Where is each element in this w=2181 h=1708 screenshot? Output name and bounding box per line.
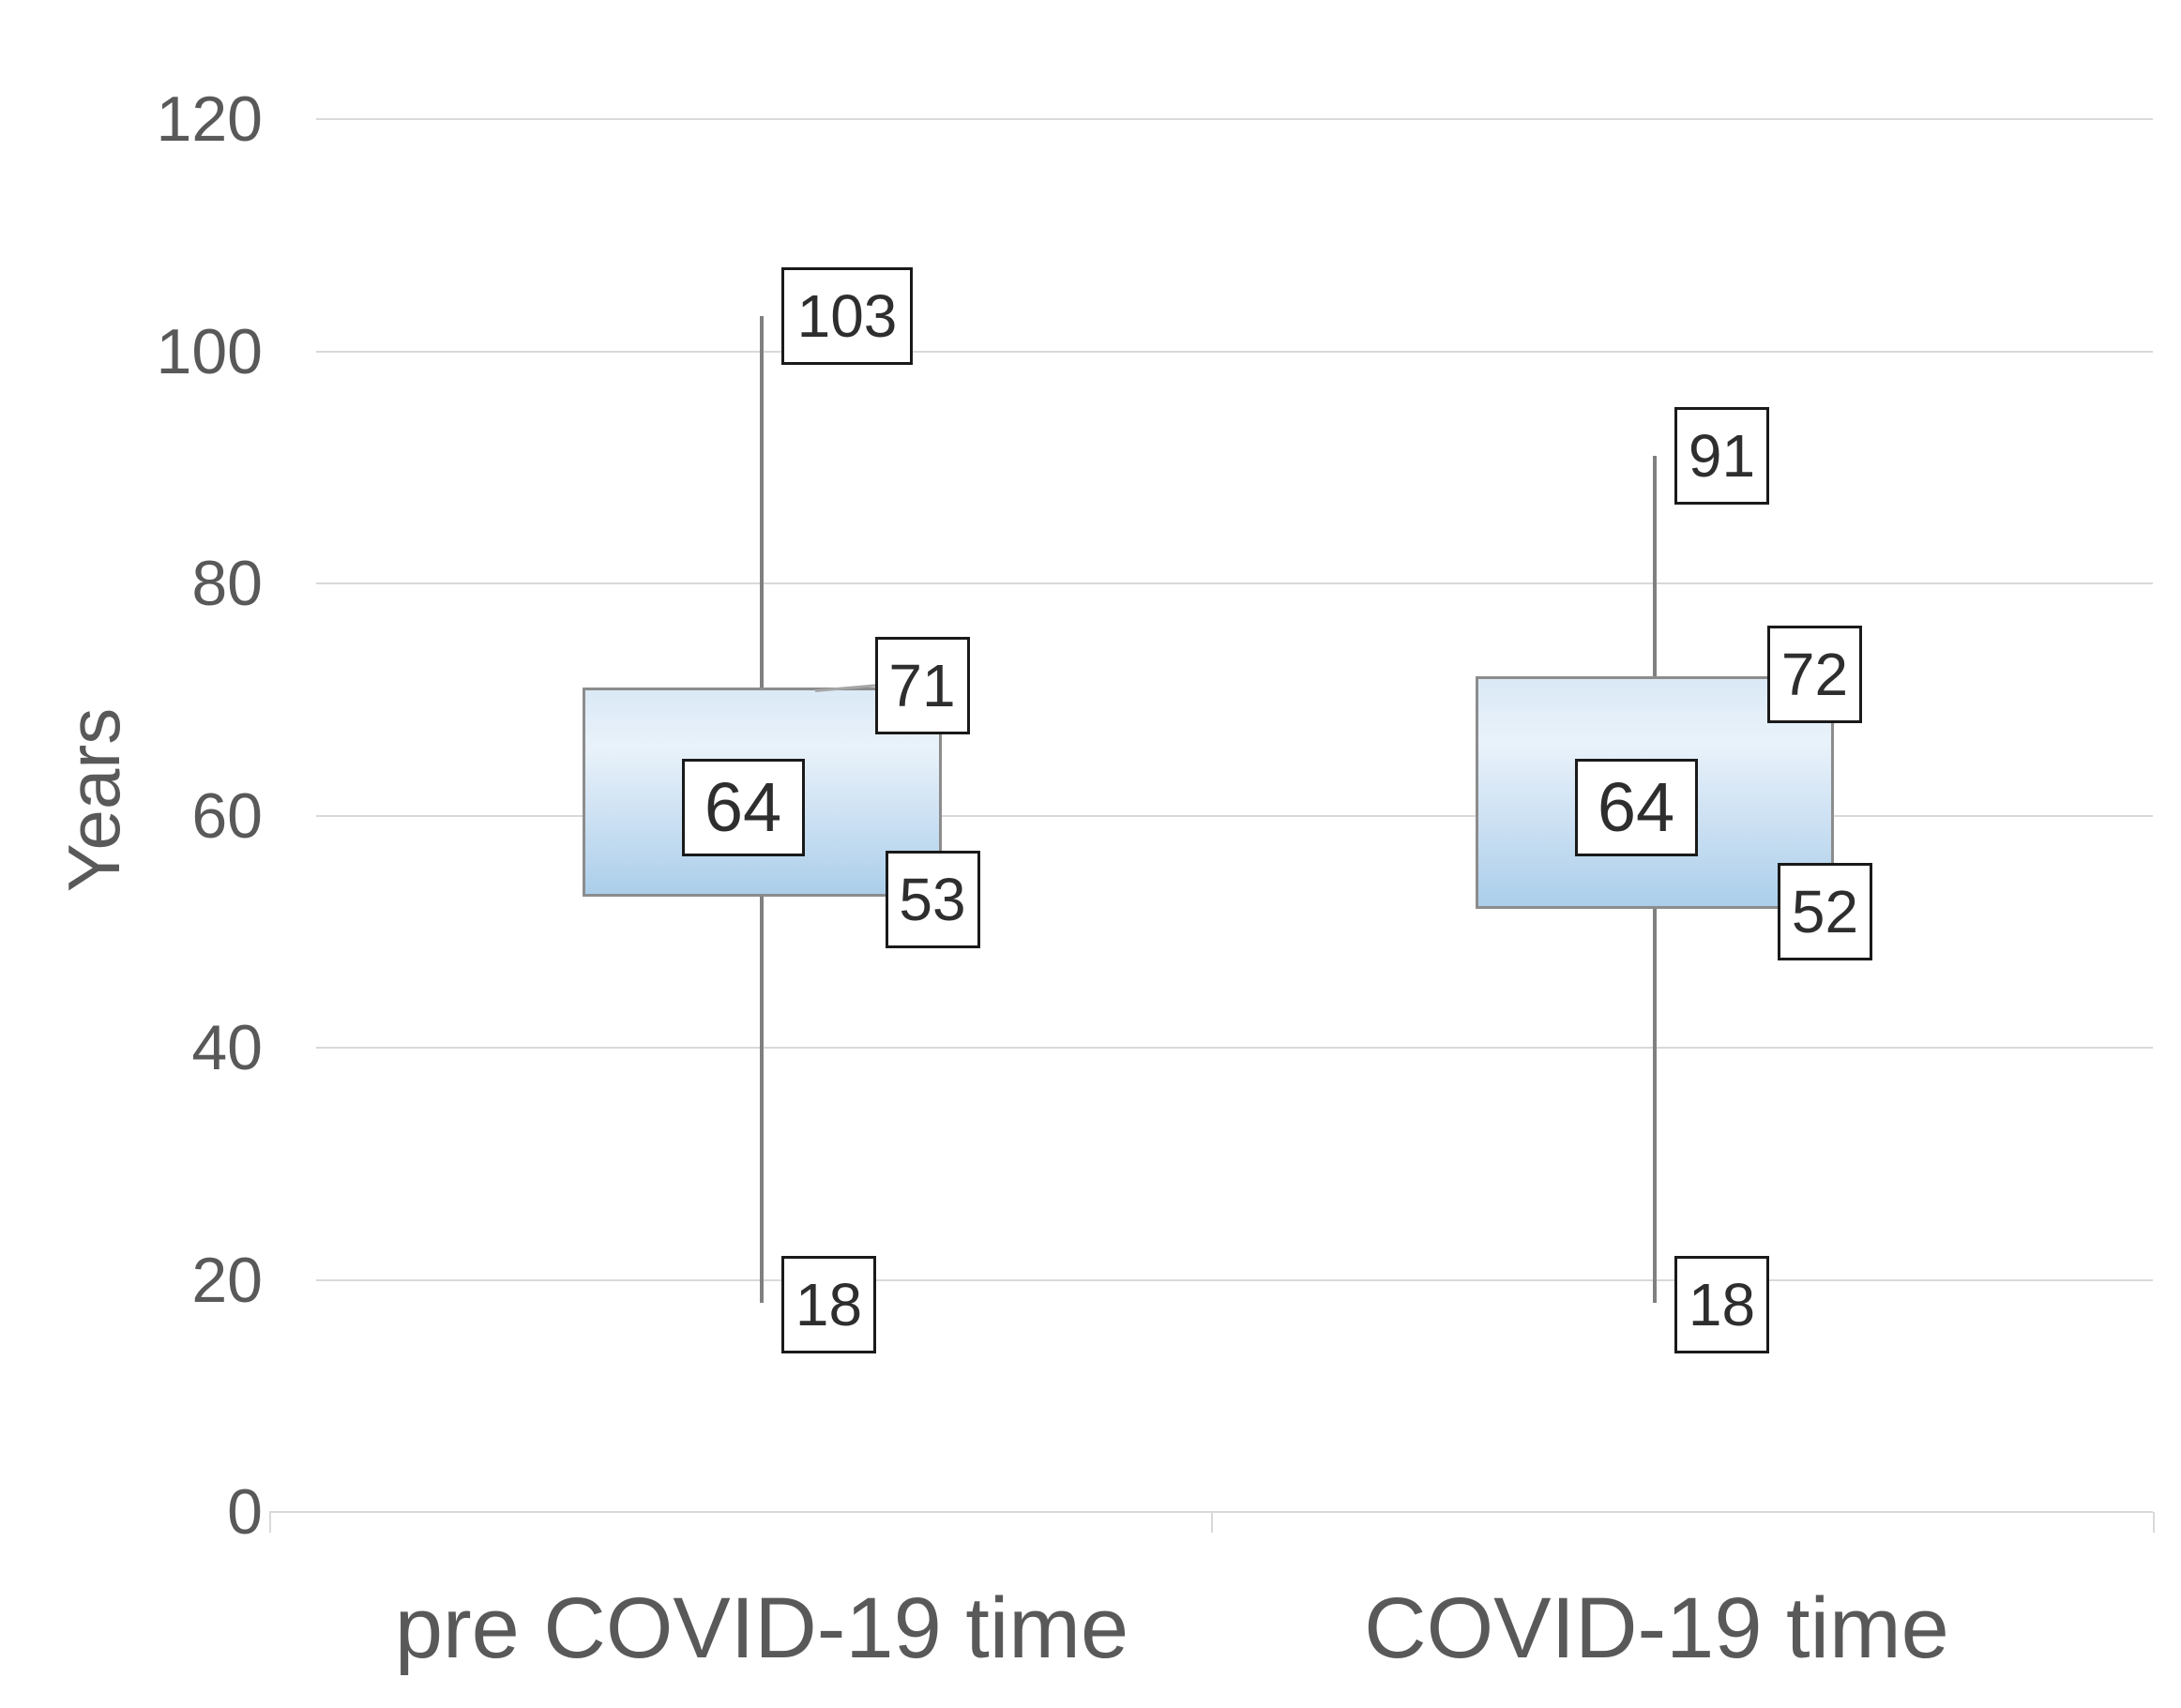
x-axis-boundary-tick-2 [2153,1512,2155,1533]
y-tick-label-40: 40 [191,1012,263,1083]
x-axis-boundary-tick-1 [1211,1512,1213,1533]
q3-label-1: 72 [1767,626,1862,723]
gridline-80 [316,582,2153,584]
upper-whisker-0 [760,316,764,688]
q1-label-1: 52 [1778,862,1872,960]
lower-whisker-1 [1653,908,1657,1304]
x-axis-boundary-tick-0 [269,1512,271,1533]
x-category-label-pre-covid: pre COVID-19 time [394,1580,1129,1676]
min-label-1: 18 [1674,1256,1769,1354]
y-tick-label-80: 80 [191,548,263,619]
min-label-0: 18 [781,1256,876,1354]
y-tick-label-0: 0 [227,1476,263,1548]
max-label-1: 91 [1674,406,1769,505]
upper-whisker-1 [1653,455,1657,676]
gridline-20 [316,1278,2153,1281]
median-label-1: 64 [1574,759,1698,856]
y-tick-label-100: 100 [156,315,263,387]
gridline-40 [316,1047,2153,1049]
gridline-120 [316,118,2153,120]
median-label-0: 64 [681,759,805,856]
gridline-60 [316,814,2153,817]
y-tick-label-60: 60 [191,779,263,852]
x-category-label-covid: COVID-19 time [1364,1580,1949,1676]
q3-label-0: 71 [874,637,970,735]
q1-label-0: 53 [885,851,980,949]
y-tick-label-120: 120 [156,83,263,155]
lower-whisker-0 [760,897,764,1304]
max-label-0: 103 [781,267,913,366]
gridline-100 [316,350,2153,353]
y-tick-label-20: 20 [191,1244,263,1316]
